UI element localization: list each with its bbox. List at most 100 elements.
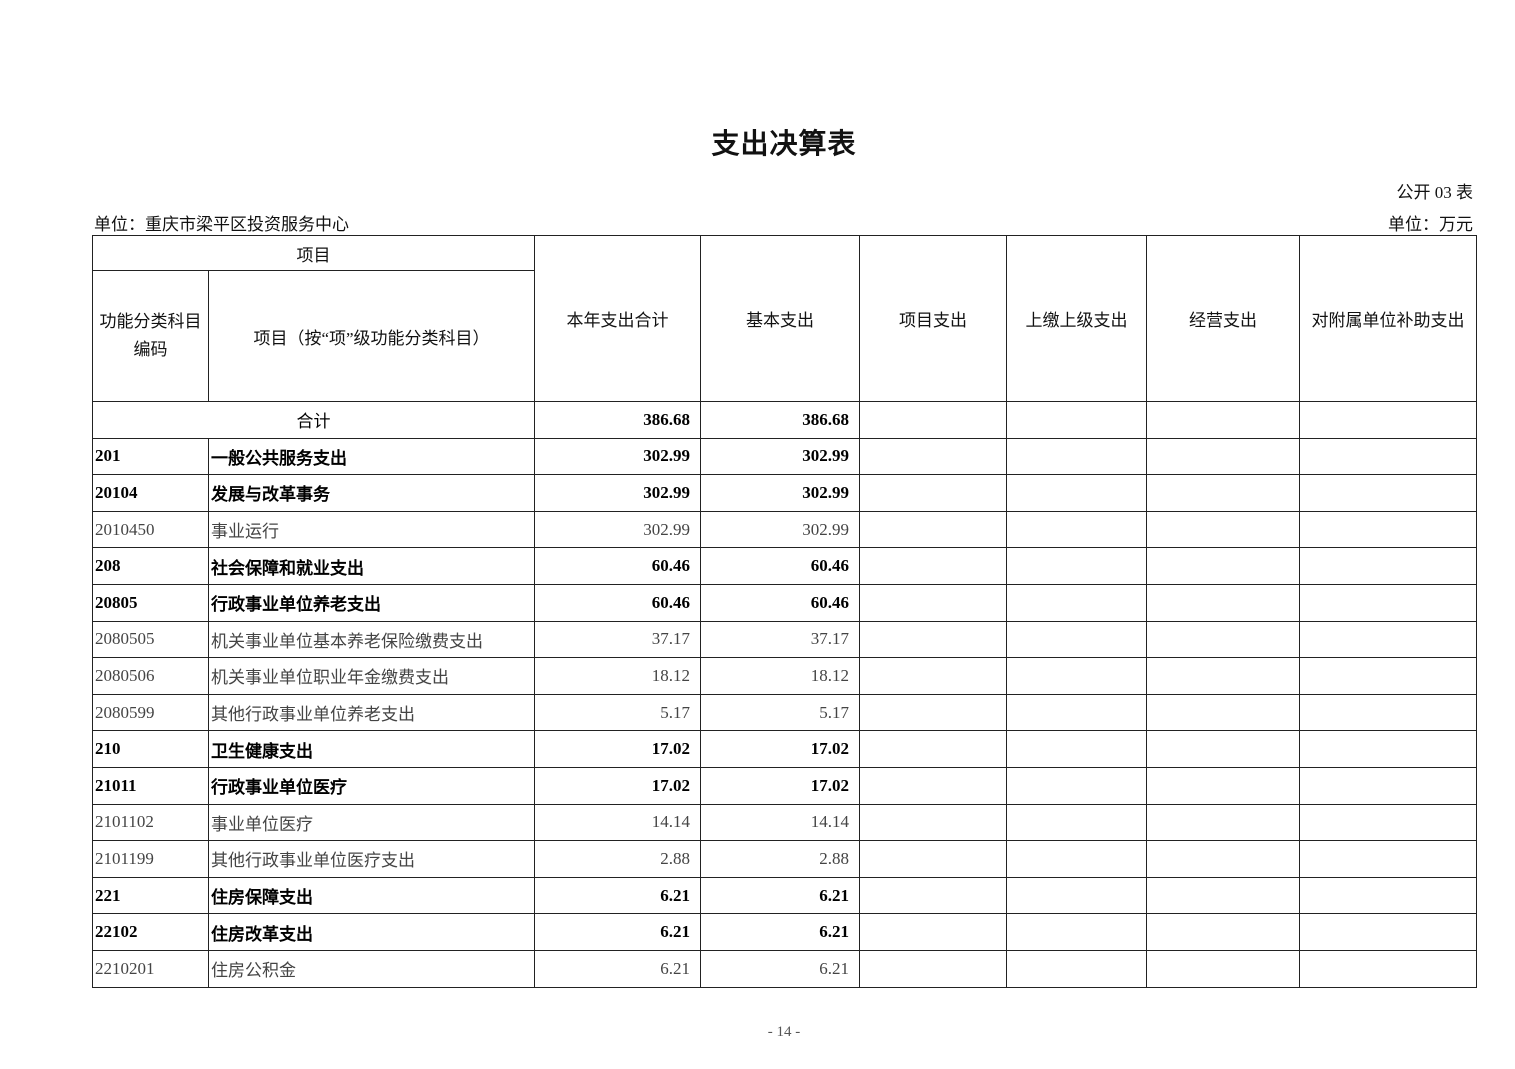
- empty-cell: [1146, 840, 1300, 878]
- empty-cell: [1006, 583, 1147, 622]
- header-project-expense: 项目支出: [859, 235, 1007, 402]
- empty-cell: [859, 803, 1007, 842]
- total-amount: 386.68: [534, 401, 701, 439]
- empty-cell: [859, 730, 1007, 768]
- row-code: 2210201: [92, 949, 209, 988]
- row-total: 17.02: [534, 766, 701, 805]
- header-project: 项目: [92, 235, 535, 271]
- empty-cell: [1146, 657, 1300, 695]
- row-total: 6.21: [534, 876, 701, 915]
- table-row: 20805 行政事业单位养老支出 60.46 60.46: [92, 583, 1477, 622]
- empty-cell: [1299, 657, 1477, 695]
- row-name: 行政事业单位养老支出: [208, 583, 535, 622]
- empty-cell: [1146, 766, 1300, 805]
- table-row: 2010450 事业运行 302.99 302.99: [92, 510, 1477, 549]
- empty-cell: [859, 474, 1007, 512]
- row-code: 210: [92, 730, 209, 768]
- row-name: 卫生健康支出: [208, 730, 535, 768]
- table-row: 2101199 其他行政事业单位医疗支出 2.88 2.88: [92, 840, 1477, 878]
- row-code: 2080506: [92, 657, 209, 695]
- header-business: 经营支出: [1146, 235, 1300, 402]
- empty-cell: [1006, 949, 1147, 988]
- table-row: 22102 住房改革支出 6.21 6.21: [92, 913, 1477, 951]
- header-total: 本年支出合计: [534, 235, 701, 402]
- empty-cell: [859, 913, 1007, 951]
- empty-cell: [1299, 437, 1477, 476]
- form-number: 公开 03 表: [1396, 183, 1474, 202]
- row-total: 302.99: [534, 474, 701, 512]
- row-code: 21011: [92, 766, 209, 805]
- row-total: 18.12: [534, 657, 701, 695]
- header-code: 功能分类科目编码: [92, 270, 209, 402]
- empty-cell: [859, 547, 1007, 585]
- row-total: 60.46: [534, 547, 701, 585]
- row-code: 2080505: [92, 620, 209, 659]
- empty-cell: [1006, 913, 1147, 951]
- empty-cell: [1299, 730, 1477, 768]
- empty-cell: [1299, 474, 1477, 512]
- header-basic: 基本支出: [700, 235, 860, 402]
- table-row: 221 住房保障支出 6.21 6.21: [92, 876, 1477, 915]
- row-total: 6.21: [534, 913, 701, 951]
- row-name: 一般公共服务支出: [208, 437, 535, 476]
- empty-cell: [1146, 949, 1300, 988]
- row-basic: 14.14: [700, 803, 860, 842]
- row-name: 其他行政事业单位医疗支出: [208, 840, 535, 878]
- row-basic: 37.17: [700, 620, 860, 659]
- row-basic: 302.99: [700, 474, 860, 512]
- row-name: 事业单位医疗: [208, 803, 535, 842]
- row-total: 2.88: [534, 840, 701, 878]
- row-name: 住房公积金: [208, 949, 535, 988]
- empty-cell: [859, 510, 1007, 549]
- row-code: 208: [92, 547, 209, 585]
- empty-cell: [1299, 620, 1477, 659]
- row-name: 其他行政事业单位养老支出: [208, 693, 535, 732]
- unit-organization: 单位：重庆市梁平区投资服务中心: [94, 215, 349, 234]
- table-row: 2080505 机关事业单位基本养老保险缴费支出 37.17 37.17: [92, 620, 1477, 659]
- empty-cell: [1299, 949, 1477, 988]
- table-row: 2210201 住房公积金 6.21 6.21: [92, 949, 1477, 988]
- row-name: 机关事业单位基本养老保险缴费支出: [208, 620, 535, 659]
- empty-cell: [859, 840, 1007, 878]
- row-total: 17.02: [534, 730, 701, 768]
- empty-cell: [859, 657, 1007, 695]
- total-label: 合计: [92, 401, 535, 439]
- row-basic: 17.02: [700, 730, 860, 768]
- page-title: 支出决算表: [711, 129, 857, 160]
- row-basic: 17.02: [700, 766, 860, 805]
- empty-cell: [1006, 803, 1147, 842]
- empty-cell: [1006, 840, 1147, 878]
- empty-cell: [1146, 803, 1300, 842]
- empty-cell: [1146, 547, 1300, 585]
- empty-cell: [1146, 437, 1300, 476]
- row-code: 2080599: [92, 693, 209, 732]
- row-basic: 18.12: [700, 657, 860, 695]
- row-code: 221: [92, 876, 209, 915]
- row-total: 302.99: [534, 510, 701, 549]
- header-subsidy: 对附属单位补助支出: [1299, 235, 1477, 402]
- row-basic: 2.88: [700, 840, 860, 878]
- header-upper: 上缴上级支出: [1006, 235, 1147, 402]
- row-name: 机关事业单位职业年金缴费支出: [208, 657, 535, 695]
- table-row: 210 卫生健康支出 17.02 17.02: [92, 730, 1477, 768]
- empty-cell: [859, 876, 1007, 915]
- empty-cell: [1299, 766, 1477, 805]
- empty-cell: [1299, 693, 1477, 732]
- empty-cell: [1146, 510, 1300, 549]
- empty-cell: [1006, 510, 1147, 549]
- empty-cell: [859, 766, 1007, 805]
- empty-cell: [1006, 657, 1147, 695]
- empty-cell: [1006, 766, 1147, 805]
- empty-cell: [1146, 913, 1300, 951]
- row-basic: 6.21: [700, 949, 860, 988]
- row-total: 14.14: [534, 803, 701, 842]
- empty-cell: [859, 693, 1007, 732]
- row-basic: 5.17: [700, 693, 860, 732]
- empty-cell: [1299, 803, 1477, 842]
- empty-cell: [1299, 913, 1477, 951]
- row-total: 60.46: [534, 583, 701, 622]
- empty-cell: [1006, 620, 1147, 659]
- empty-cell: [859, 583, 1007, 622]
- empty-cell: [1299, 583, 1477, 622]
- empty-cell: [1299, 510, 1477, 549]
